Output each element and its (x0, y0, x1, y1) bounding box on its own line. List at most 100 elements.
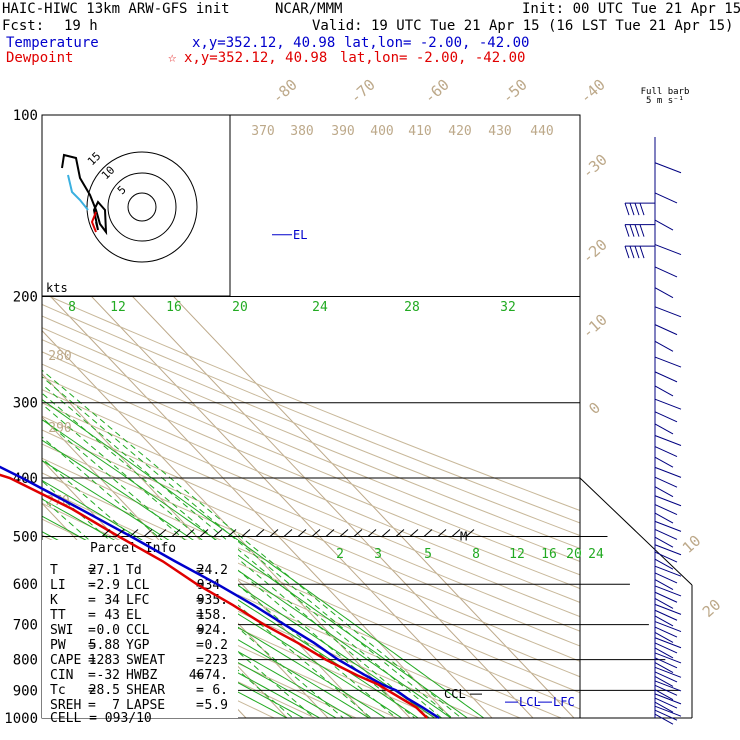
parcel-param-name: CAPE (50, 653, 81, 668)
parcel-equals: = (196, 623, 204, 638)
freezing-level-tick (241, 529, 251, 537)
hodograph-trace-upper (67, 174, 89, 211)
dry-adiabat-line (42, 303, 580, 524)
parcel-param-value: 6. (212, 683, 228, 698)
freezing-level-tick (171, 529, 181, 537)
mixing-ratio-label: 24 (588, 547, 604, 562)
mixing-ratio-label: 12 (509, 547, 525, 562)
freezing-level-tick (339, 529, 349, 537)
parcel-equals: = (196, 683, 204, 698)
wind-barb (654, 423, 674, 435)
parcel-equals: = (196, 698, 204, 713)
parcel-param-value: 27.1 (89, 563, 120, 578)
wind-barb (654, 621, 682, 633)
parcel-equals: = (196, 608, 204, 623)
wind-barb (654, 666, 682, 678)
wind-barb-flag (634, 245, 640, 259)
parcel-equals: = (88, 698, 96, 713)
wind-barb-flag (624, 202, 630, 216)
parcel-param-name: TT (50, 608, 66, 623)
el-label: EL (293, 228, 307, 242)
parcel-equals: = (196, 638, 204, 653)
theta-tick-label: 400 (370, 124, 393, 139)
temperature-legend: Temperature (6, 35, 99, 51)
parcel-param-name: LAPSE (126, 698, 165, 713)
wind-barb (654, 709, 678, 721)
dry-adiabat-line (42, 315, 580, 537)
parcel-param-value: 223 (205, 653, 228, 668)
dewpoint-star-icon: ☆ (168, 50, 177, 66)
theta-tick-label: 430 (488, 124, 511, 139)
freezing-level-tick (409, 529, 419, 537)
parcel-equals: = (196, 563, 204, 578)
isotherm-tick-label: -30 (579, 151, 611, 183)
freezing-level-tick (115, 529, 125, 537)
parcel-param-value: 5.88 (89, 638, 120, 653)
wind-barb (654, 551, 678, 563)
parcel-equals: = (196, 593, 204, 608)
wind-barb (654, 642, 678, 654)
pressure-tick-label: 200 (13, 290, 38, 306)
wind-barb (654, 697, 678, 709)
fcst-label: Fcst: (2, 18, 45, 34)
freezing-level-tick (353, 529, 363, 537)
parcel-equals: = (88, 623, 96, 638)
parcel-info-panel (42, 540, 238, 718)
barb-key-line1: Full barb (641, 87, 690, 97)
theta-tick-label: 440 (530, 124, 553, 139)
parcel-equals: = (88, 653, 96, 668)
wind-barb (654, 528, 678, 540)
hodograph-ring (86, 151, 198, 263)
mixing-ratio-line (42, 457, 344, 718)
wind-barb-flag (629, 202, 635, 216)
wind-barb (654, 446, 678, 457)
model-title: HAIC-HIWC 13km ARW-GFS init (2, 1, 230, 17)
wind-barb-flag (634, 202, 640, 216)
parcel-equals: = (88, 668, 96, 683)
melting-level-label: M (460, 529, 467, 543)
mixing-ratio-label: 8 (472, 547, 480, 562)
isotherm-tick-label: -50 (499, 76, 531, 108)
mixing-ratio-label: 16 (166, 300, 182, 315)
isotherm-tick-label: -80 (269, 76, 301, 108)
freezing-level-tick (213, 529, 223, 537)
temperature-xy: x,y=352.12, 40.98 (192, 35, 336, 51)
wind-barb (654, 585, 682, 597)
wind-barb (654, 371, 678, 383)
hodograph-ring (107, 172, 177, 242)
wind-barb (654, 266, 678, 278)
parcel-param-value: 158. (197, 608, 228, 623)
isotherm-tick-label: 10 (679, 532, 704, 557)
wind-barb (654, 713, 674, 725)
hodograph-unit-label: kts (46, 281, 68, 295)
parcel-param-name: LCL (126, 578, 150, 593)
wind-barb (654, 597, 674, 609)
wind-barb-flag (629, 245, 635, 259)
plot-frame-slant (579, 477, 693, 586)
wind-barb (654, 647, 674, 659)
wind-barb (654, 466, 682, 478)
pressure-tick-label: 1000 (4, 711, 38, 727)
parcel-param-value: -32 (97, 668, 120, 683)
wind-barb (654, 701, 674, 713)
wind-barb (654, 162, 682, 174)
wind-barb (654, 219, 674, 231)
parcel-param-name: SREH (50, 698, 81, 713)
freezing-level-tick (227, 529, 237, 537)
wind-barb (654, 306, 682, 318)
dry-adiabat-line (42, 376, 580, 603)
wind-barb (654, 324, 678, 336)
dry-adiabat-line (42, 292, 580, 512)
dry-adiabat-line (42, 415, 580, 647)
parcel-param-name: SWI (50, 623, 73, 638)
hodograph-trace-lower (90, 211, 97, 233)
parcel-param-name: HWBZ (126, 668, 157, 683)
dry-adiabat-line (42, 351, 580, 576)
freezing-level-tick (325, 529, 335, 537)
theta-tick-label: 410 (408, 124, 431, 139)
wind-barb-flag (639, 224, 645, 237)
parcel-equals: = (88, 608, 96, 623)
wind-barb (654, 476, 678, 488)
mixing-ratio-label: 32 (500, 300, 516, 315)
theta-tick-label: 390 (331, 124, 354, 139)
